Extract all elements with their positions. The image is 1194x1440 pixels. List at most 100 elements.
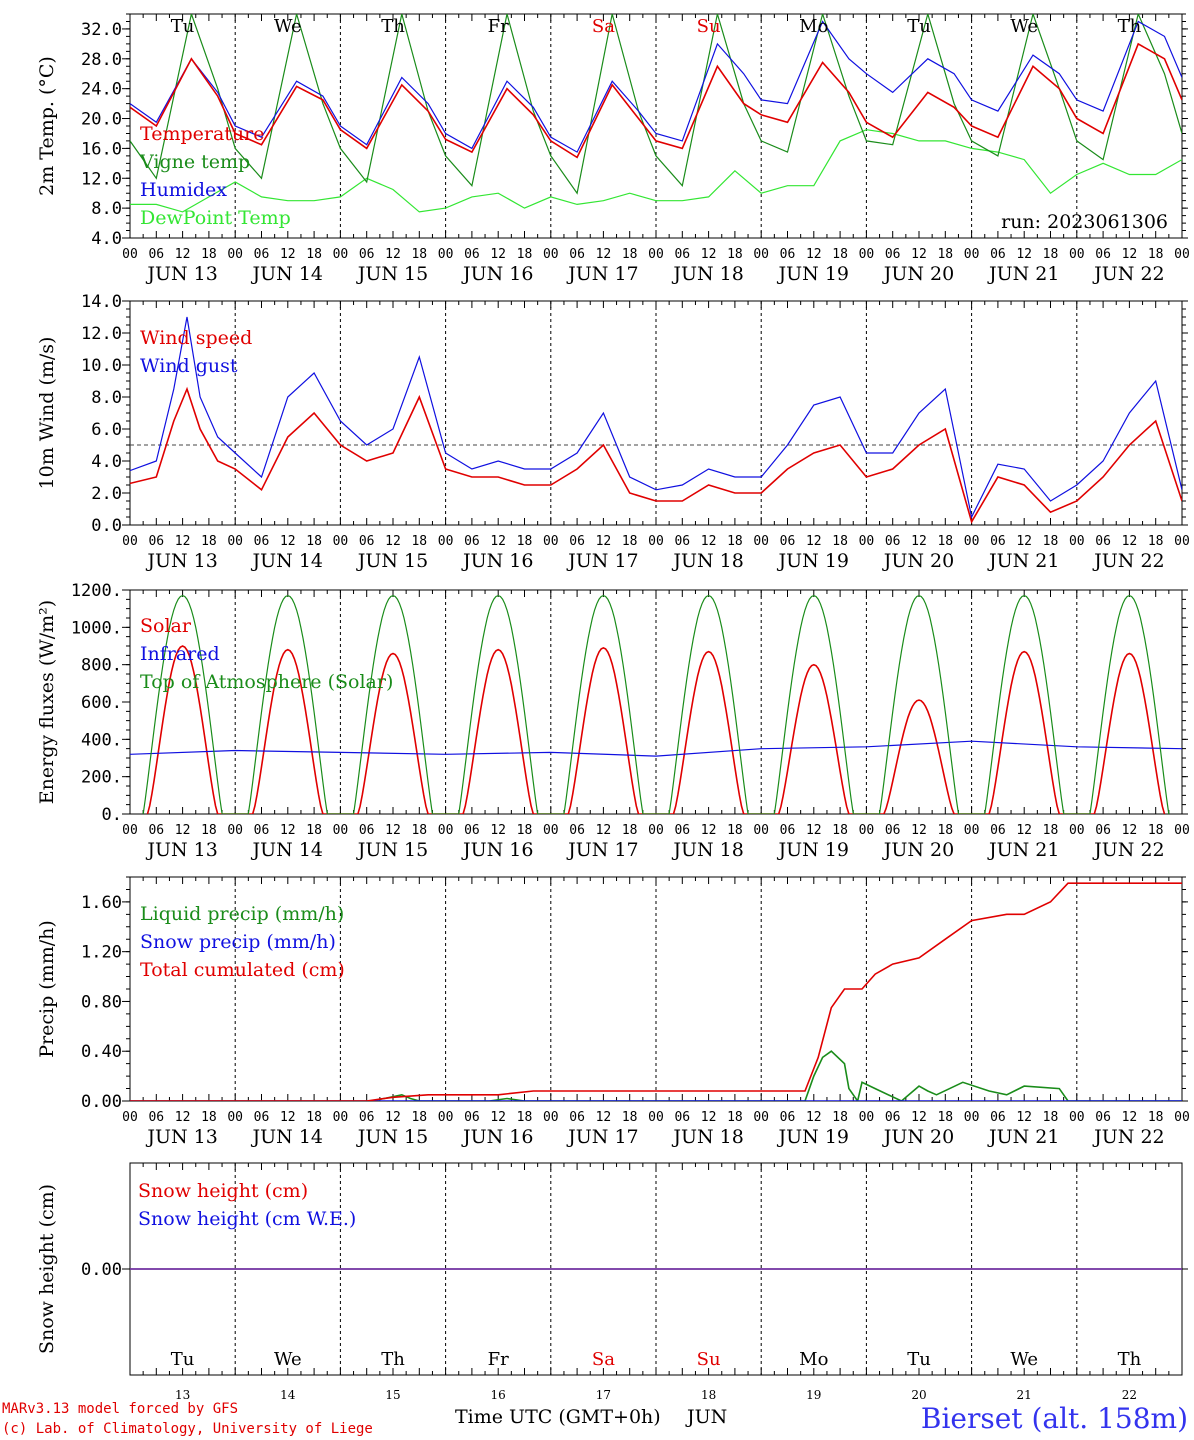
hour-label: 00	[333, 534, 349, 549]
hour-label: 12	[806, 247, 822, 262]
hour-label: 06	[780, 534, 796, 549]
hour-label: 12	[806, 1110, 822, 1125]
y-minor-ticks	[126, 13, 1186, 239]
hour-label: 06	[148, 823, 164, 838]
date-label: JUN 15	[356, 839, 428, 861]
weekday-label: Su	[697, 16, 721, 37]
meteogram-panels: 32.0 28.0 24.0 20.0 16.0 12.0 8.0 4.0 2m Temp. (…	[36, 13, 1190, 1402]
hour-label: 12	[701, 823, 717, 838]
hour-label: 00	[753, 823, 769, 838]
hour-label: 00	[333, 247, 349, 262]
hour-label: 06	[780, 247, 796, 262]
hour-label: 18	[1148, 247, 1164, 262]
hour-label: 12	[596, 534, 612, 549]
date-label: JUN 15	[356, 550, 428, 572]
hour-label: 12	[1122, 247, 1138, 262]
hour-label: 18	[201, 823, 217, 838]
y-tick-label: 0.	[102, 805, 122, 825]
date-label: JUN 20	[882, 1126, 954, 1148]
hour-label: 00	[648, 247, 664, 262]
hour-label: 12	[911, 534, 927, 549]
hour-label: 12	[1016, 823, 1032, 838]
panel-2: 14.0 12.0 10.0 8.0 6.0 4.0 2.0 0.0 10m Wind (m/s…	[36, 292, 1190, 572]
date-label: JUN 16	[461, 263, 533, 285]
hour-label: 00	[227, 823, 243, 838]
date-label: JUN 17	[566, 1126, 638, 1148]
weekday-label: Tu	[171, 1349, 195, 1370]
hour-label: 06	[569, 1110, 585, 1125]
hour-label: 18	[832, 1110, 848, 1125]
hour-label: 00	[1069, 247, 1085, 262]
hour-label: 18	[517, 247, 533, 262]
y-tick-label: 400.	[81, 730, 122, 750]
hour-label: 00	[859, 1110, 875, 1125]
series-line-temperature	[130, 42, 1182, 159]
date-label: JUN 18	[671, 1126, 743, 1148]
hour-label: 00	[1174, 247, 1190, 262]
hour-label: 00	[333, 1110, 349, 1125]
series-line-wind-gust	[130, 316, 1182, 519]
hour-label: 18	[1043, 534, 1059, 549]
series-line-humidex	[130, 20, 1182, 153]
hour-label: 00	[648, 534, 664, 549]
hour-label: 06	[674, 247, 690, 262]
hour-label: 06	[359, 534, 375, 549]
hour-label: 06	[569, 534, 585, 549]
y-tick-label: 600.	[81, 693, 122, 713]
day-number-label: 14	[280, 1388, 296, 1402]
hour-label: 06	[990, 534, 1006, 549]
date-label: JUN 19	[777, 550, 849, 572]
date-label: JUN 13	[145, 1126, 217, 1148]
hour-label: 18	[411, 247, 427, 262]
day-number-label: 16	[491, 1388, 506, 1402]
date-label: JUN 22	[1092, 550, 1164, 572]
hour-label: 00	[543, 823, 559, 838]
weekday-label: Tu	[171, 16, 195, 37]
y-tick-label: 1000.	[71, 618, 122, 638]
y-axis-title: Snow height (cm)	[36, 1184, 58, 1354]
y-tick-label: 800.	[81, 656, 122, 676]
hour-label: 12	[701, 1110, 717, 1125]
hour-label: 06	[359, 247, 375, 262]
hour-label: 18	[832, 534, 848, 549]
hour-label: 18	[727, 823, 743, 838]
hour-label: 18	[937, 823, 953, 838]
legend-entry: Snow height (cm)	[138, 1180, 308, 1202]
series-line-dewpoint-temp	[130, 129, 1182, 213]
date-label: JUN 16	[461, 550, 533, 572]
hour-label: 06	[780, 1110, 796, 1125]
hour-label: 12	[385, 534, 401, 549]
hour-label: 12	[385, 1110, 401, 1125]
y-tick-label: 4.0	[91, 452, 122, 472]
hour-label: 18	[622, 247, 638, 262]
station-label: Bierset (alt. 158m)	[921, 1402, 1188, 1435]
hour-label: 00	[122, 247, 138, 262]
y-tick-label: 12.0	[81, 169, 122, 189]
date-label: JUN 19	[777, 1126, 849, 1148]
date-label: JUN 16	[461, 839, 533, 861]
hour-label: 06	[674, 1110, 690, 1125]
weekday-label: Mo	[799, 16, 828, 37]
hour-label: 12	[280, 247, 296, 262]
legend-entry: Total cumulated (cm)	[140, 959, 345, 981]
weekday-label: Th	[381, 16, 405, 37]
date-label: JUN 18	[671, 263, 743, 285]
hour-label: 18	[832, 823, 848, 838]
hour-label: 00	[543, 247, 559, 262]
hour-label: 12	[911, 1110, 927, 1125]
date-label: JUN 15	[356, 263, 428, 285]
panel-frame	[129, 300, 1183, 526]
hour-label: 06	[990, 1110, 1006, 1125]
y-tick-label: 0.0	[91, 516, 122, 536]
hour-label: 00	[1069, 823, 1085, 838]
weekday-label: Tu	[907, 1349, 931, 1370]
hour-label: 06	[1095, 1110, 1111, 1125]
hour-label: 18	[1043, 1110, 1059, 1125]
hour-label: 18	[411, 1110, 427, 1125]
x-axis-title: Time UTC (GMT+0h)	[455, 1406, 661, 1428]
hour-label: 00	[1174, 1110, 1190, 1125]
hour-label: 12	[175, 534, 191, 549]
y-tick-label: 14.0	[81, 292, 122, 312]
hour-label: 00	[227, 247, 243, 262]
